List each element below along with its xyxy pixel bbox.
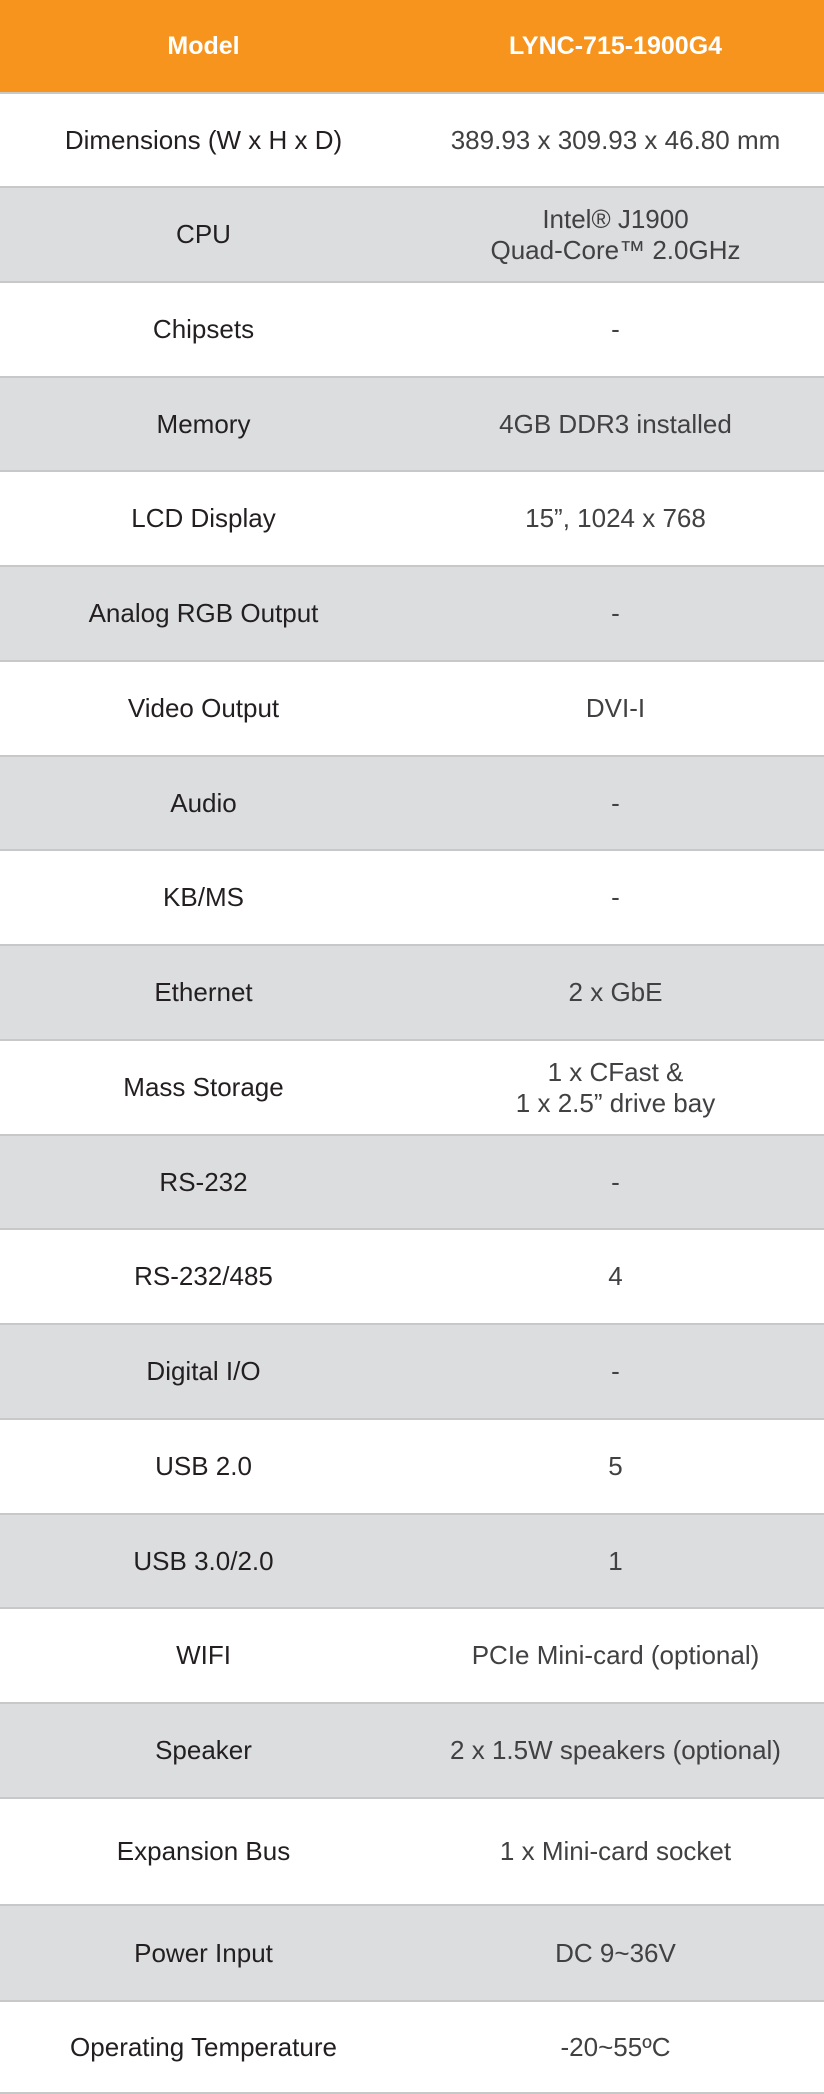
spec-label: Audio: [0, 756, 407, 851]
table-row: Dimensions (W x H x D) 389.93 x 309.93 x …: [0, 93, 824, 188]
spec-label: Power Input: [0, 1905, 407, 2002]
spec-label: Chipsets: [0, 282, 407, 378]
table-row: Speaker 2 x 1.5W speakers (optional): [0, 1703, 824, 1799]
table-row: Expansion Bus 1 x Mini-card socket: [0, 1798, 824, 1906]
table-row: USB 3.0/2.0 1: [0, 1514, 824, 1609]
spec-value-line: Quad-Core™ 2.0GHz: [490, 234, 741, 265]
spec-value-line: -: [611, 1166, 620, 1197]
spec-value-line: -: [611, 882, 620, 912]
spec-value: PCIe Mini-card (optional): [407, 1608, 824, 1704]
spec-value-line: Intel® J1900: [542, 203, 689, 234]
spec-value: 389.93 x 309.93 x 46.80 mm: [407, 93, 824, 188]
spec-label: RS-232/485: [0, 1229, 407, 1325]
spec-label: Video Output: [0, 661, 407, 757]
spec-value-line: -: [611, 598, 620, 628]
spec-value: Intel® J1900 Quad-Core™ 2.0GHz: [407, 187, 824, 283]
spec-value-line: DC 9~36V: [555, 1937, 676, 1968]
spec-value-line: 4: [608, 1261, 623, 1291]
spec-label: Speaker: [0, 1703, 407, 1799]
table-row: RS-232/485 4: [0, 1229, 824, 1325]
spec-value-line: -: [611, 314, 620, 344]
spec-value-line: 2 x GbE: [568, 977, 663, 1007]
spec-label: WIFI: [0, 1608, 407, 1704]
spec-value-line: 4GB DDR3 installed: [499, 408, 732, 439]
spec-value: -: [407, 1135, 824, 1230]
spec-value-line: 1: [608, 1545, 623, 1576]
spec-value: -: [407, 566, 824, 662]
spec-value-line: 5: [608, 1451, 623, 1481]
spec-value: 15”, 1024 x 768: [407, 471, 824, 567]
spec-label: CPU: [0, 187, 407, 283]
spec-value-line: -: [611, 787, 620, 818]
table-row: Mass Storage 1 x CFast & 1 x 2.5” drive ba…: [0, 1040, 824, 1136]
spec-label: Analog RGB Output: [0, 566, 407, 662]
spec-label: Dimensions (W x H x D): [0, 93, 407, 188]
spec-value: -20~55ºC: [407, 2001, 824, 2094]
spec-value: -: [407, 756, 824, 851]
table-row: CPU Intel® J1900 Quad-Core™ 2.0GHz: [0, 187, 824, 283]
spec-label: USB 3.0/2.0: [0, 1514, 407, 1609]
spec-value-line: -: [611, 1356, 620, 1386]
header-label: Model: [0, 0, 407, 94]
spec-label: Memory: [0, 377, 407, 472]
spec-value: DC 9~36V: [407, 1905, 824, 2002]
spec-value: 4GB DDR3 installed: [407, 377, 824, 472]
spec-value: 4: [407, 1229, 824, 1325]
spec-label: Expansion Bus: [0, 1798, 407, 1906]
spec-value-line: 1 x CFast &: [547, 1056, 684, 1087]
table-row: Audio -: [0, 756, 824, 851]
spec-value-line: 2 x 1.5W speakers (optional): [450, 1735, 781, 1765]
spec-value: DVI-I: [407, 661, 824, 757]
spec-label: Mass Storage: [0, 1040, 407, 1136]
spec-value: -: [407, 282, 824, 378]
spec-value: 5: [407, 1419, 824, 1515]
spec-label: LCD Display: [0, 471, 407, 567]
table-row: Operating Temperature -20~55ºC: [0, 2001, 824, 2094]
spec-value-line: 1 x 2.5” drive bay: [515, 1087, 716, 1118]
spec-label: RS-232: [0, 1135, 407, 1230]
spec-value-line: 1 x Mini-card socket: [499, 1836, 732, 1866]
table-row: WIFI PCIe Mini-card (optional): [0, 1608, 824, 1704]
spec-value-line: -20~55ºC: [560, 2031, 671, 2062]
table-row: Memory 4GB DDR3 installed: [0, 377, 824, 472]
spec-value: 2 x 1.5W speakers (optional): [407, 1703, 824, 1799]
table-row: Digital I/O -: [0, 1324, 824, 1420]
spec-value-line: DVI-I: [585, 693, 646, 723]
header-row: Model LYNC-715-1900G4: [0, 0, 824, 94]
spec-label: USB 2.0: [0, 1419, 407, 1515]
header-model-value: LYNC-715-1900G4: [407, 0, 824, 94]
spec-label: Operating Temperature: [0, 2001, 407, 2094]
spec-value: 1 x CFast & 1 x 2.5” drive bay: [407, 1040, 824, 1136]
table-row: Chipsets -: [0, 282, 824, 378]
table-row: Power Input DC 9~36V: [0, 1905, 824, 2002]
spec-value: 1: [407, 1514, 824, 1609]
spec-label: Ethernet: [0, 945, 407, 1041]
table-row: RS-232 -: [0, 1135, 824, 1230]
spec-value-line: 389.93 x 309.93 x 46.80 mm: [450, 124, 781, 155]
spec-value: -: [407, 1324, 824, 1420]
spec-value: 2 x GbE: [407, 945, 824, 1041]
table-row: LCD Display 15”, 1024 x 768: [0, 471, 824, 567]
spec-label: KB/MS: [0, 850, 407, 946]
table-row: Video Output DVI-I: [0, 661, 824, 757]
spec-value: -: [407, 850, 824, 946]
table-row: KB/MS -: [0, 850, 824, 946]
spec-value-line: PCIe Mini-card (optional): [471, 1640, 760, 1670]
table-row: Analog RGB Output -: [0, 566, 824, 662]
table-row: USB 2.0 5: [0, 1419, 824, 1515]
spec-value: 1 x Mini-card socket: [407, 1798, 824, 1906]
spec-label: Digital I/O: [0, 1324, 407, 1420]
table-row: Ethernet 2 x GbE: [0, 945, 824, 1041]
spec-value-line: 15”, 1024 x 768: [525, 503, 706, 533]
